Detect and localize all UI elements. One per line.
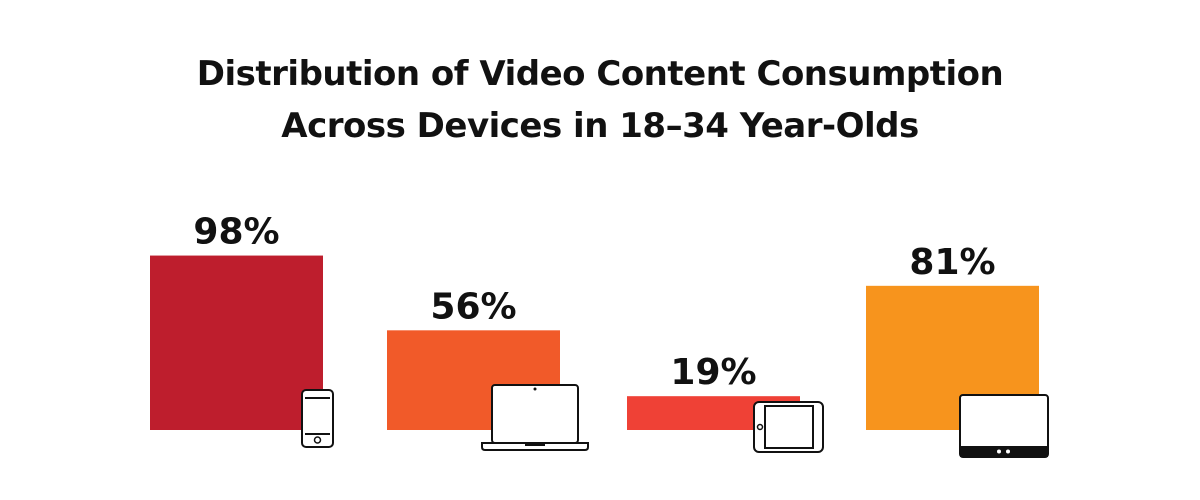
tablet-icon — [753, 401, 824, 453]
phone-icon — [301, 389, 334, 448]
bar — [150, 255, 323, 430]
value-label: 81% — [909, 242, 995, 283]
laptop-icon — [481, 384, 589, 451]
monitor-icon — [959, 394, 1049, 458]
value-label: 98% — [193, 212, 279, 253]
value-label: 56% — [430, 286, 516, 327]
value-label: 19% — [670, 352, 756, 393]
bars: 98% 56% 19% 81% — [150, 212, 1039, 430]
chart-title: Distribution of Video Content Consumptio… — [196, 54, 1004, 146]
